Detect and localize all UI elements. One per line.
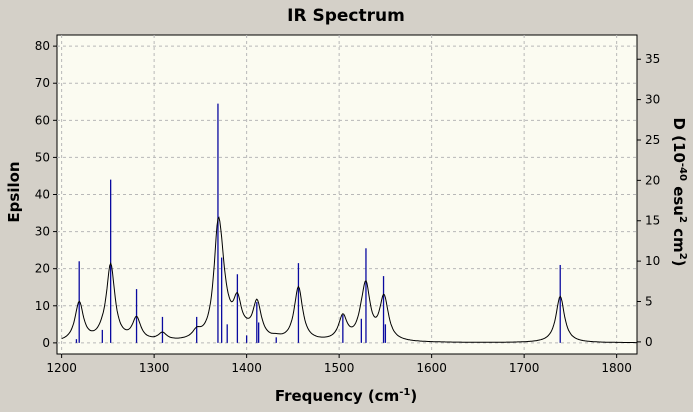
y-tick-label-0: 0 xyxy=(42,336,50,350)
x-axis-ticks: 1200 1300 1400 1500 1600 1700 1800 xyxy=(46,354,632,375)
x-tick-label-1700: 1700 xyxy=(509,361,540,375)
y-axis-ticks: 0 10 20 30 40 50 60 70 80 xyxy=(35,39,57,350)
y-tick-label-50: 50 xyxy=(35,150,50,164)
y2-tick-label-25: 25 xyxy=(645,133,660,147)
y2-tick-label-0: 0 xyxy=(645,335,653,349)
y-axis-label: Epsilon xyxy=(5,161,23,222)
x-tick-label-1600: 1600 xyxy=(416,361,447,375)
spectrum-curve xyxy=(61,216,637,344)
y-tick-label-20: 20 xyxy=(35,262,50,276)
y-tick-label-10: 10 xyxy=(35,299,50,313)
y2-tick-label-5: 5 xyxy=(645,295,653,309)
y2-tick-label-15: 15 xyxy=(645,214,660,228)
x-tick-label-1300: 1300 xyxy=(139,361,170,375)
chart-title: IR Spectrum xyxy=(287,6,405,26)
y2-tick-label-10: 10 xyxy=(645,254,660,268)
y-tick-label-30: 30 xyxy=(35,225,50,239)
x-tick-label-1500: 1500 xyxy=(324,361,355,375)
y2-axis-label: D (10-40 esu2 cm2) xyxy=(670,117,688,266)
x-axis-label: Frequency (cm-1) xyxy=(275,387,417,405)
y2-tick-label-20: 20 xyxy=(645,173,660,187)
y-tick-label-70: 70 xyxy=(35,76,50,90)
grid-lines xyxy=(57,35,637,354)
stick-series xyxy=(75,103,561,343)
x-tick-label-1400: 1400 xyxy=(231,361,262,375)
y2-tick-label-35: 35 xyxy=(645,52,660,66)
y2-axis-ticks: 0 5 10 15 20 25 30 35 xyxy=(637,52,660,349)
x-tick-label-1800: 1800 xyxy=(601,361,632,375)
y-tick-label-60: 60 xyxy=(35,113,50,127)
y-tick-label-80: 80 xyxy=(35,39,50,53)
y2-tick-label-30: 30 xyxy=(645,93,660,107)
y-tick-label-40: 40 xyxy=(35,188,50,202)
x-tick-label-1200: 1200 xyxy=(46,361,77,375)
